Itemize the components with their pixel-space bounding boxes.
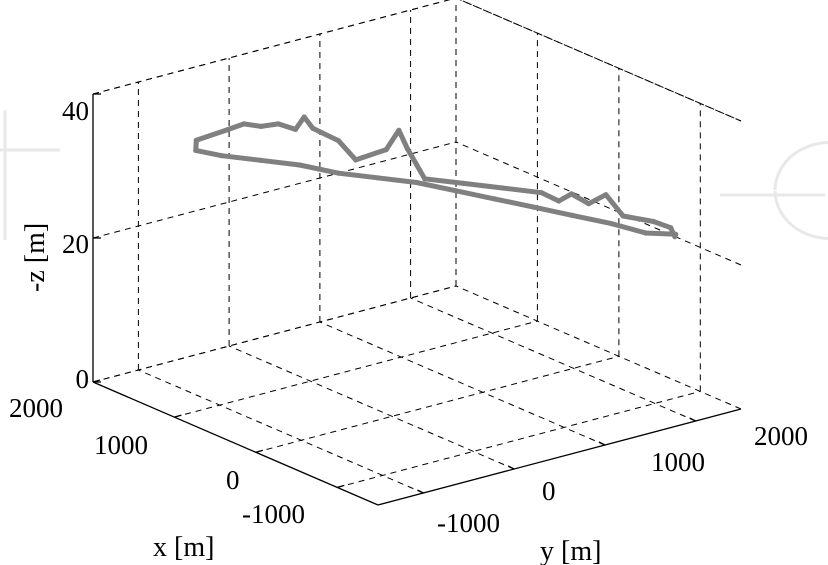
y-tick-label: -1000	[437, 508, 500, 538]
trajectory-point	[608, 221, 615, 227]
trajectory-point	[193, 137, 199, 143]
trajectory-point	[396, 127, 402, 133]
trajectory-point	[241, 121, 247, 127]
trajectory-point	[569, 212, 576, 218]
x-tick-mark	[337, 484, 345, 489]
trajectory-point	[413, 179, 420, 186]
wall-grid-line	[92, 285, 457, 383]
trajectory-point	[422, 176, 428, 182]
x-tick-label: -1000	[242, 499, 305, 529]
x-tick-mark	[92, 379, 101, 383]
trajectory-point	[336, 170, 342, 176]
floor-grid-line	[337, 390, 701, 488]
trajectory-point	[539, 190, 545, 196]
wall-grid-line	[455, 285, 742, 410]
trajectory-point	[568, 191, 575, 197]
y-axis-label: y [m]	[540, 536, 601, 565]
trajectory-point	[461, 180, 467, 186]
y-tick-mark	[507, 465, 515, 470]
wall-grid-line	[459, 0, 742, 122]
y-tick-mark	[598, 441, 606, 446]
x-axis-line	[92, 381, 379, 506]
x-tick-label: 1000	[94, 430, 148, 460]
trajectory-point	[318, 129, 324, 136]
box-axes	[92, 93, 742, 506]
trajectory-point	[375, 175, 381, 181]
floor-grid-line	[319, 321, 606, 446]
trajectory-point	[500, 185, 506, 191]
trajectory-point	[292, 126, 299, 132]
trajectory-point	[224, 127, 230, 133]
trajectory-point	[383, 147, 389, 153]
watermark-logo	[0, 110, 828, 240]
box-top-edge	[459, 0, 742, 122]
floor-grid-line	[174, 320, 538, 418]
z-tick-label: 0	[76, 364, 90, 394]
trajectory-point	[301, 114, 307, 120]
trajectory-point	[258, 157, 264, 163]
x-tick-label: 2000	[9, 393, 63, 423]
trajectory-point	[452, 188, 459, 194]
trajectory-point	[353, 157, 359, 163]
x-tick-label: 0	[226, 465, 240, 495]
trajectory-point	[310, 125, 316, 131]
x-axis-ticks: 2000 1000 0 -1000	[9, 393, 305, 529]
trajectory-point	[556, 198, 562, 204]
z-tick-label: 20	[62, 229, 89, 259]
trajectory-point	[530, 204, 537, 210]
grid-lines	[92, 0, 742, 494]
z-tick-label: 40	[62, 96, 89, 126]
trajectory-line	[193, 114, 679, 240]
series-layer	[193, 114, 679, 240]
trajectory-point	[297, 162, 303, 168]
y-tick-label: 1000	[651, 447, 705, 477]
trajectory-point	[275, 121, 281, 127]
z-axis-ticks: 40 20 0	[62, 96, 89, 394]
y-axis-line	[377, 408, 742, 506]
trajectory-point	[673, 231, 679, 237]
box-top-edge	[92, 0, 451, 95]
x-tick-mark	[255, 449, 264, 453]
z-axis-label: -z [m]	[20, 223, 51, 292]
floor-grid-line	[228, 345, 515, 470]
trajectory-point	[193, 147, 199, 153]
trajectory-point	[258, 123, 264, 129]
floor-grid-line	[410, 297, 696, 422]
x-axis-label: x [m]	[153, 532, 214, 563]
trajectory-point	[603, 192, 609, 198]
trajectory-point	[491, 196, 498, 202]
trajectory-point	[586, 201, 592, 207]
y-tick-label: 2000	[754, 421, 808, 451]
floor-grid-line	[255, 355, 620, 453]
y-tick-mark	[689, 417, 696, 422]
trajectory-point	[668, 225, 674, 231]
trajectory-point	[620, 213, 626, 219]
wall-grid-line	[455, 141, 742, 266]
x-tick-mark	[174, 414, 182, 418]
trajectory-point	[336, 138, 342, 144]
y-tick-label: 0	[542, 476, 556, 506]
trajectory-point	[219, 153, 225, 159]
trajectory-point	[650, 218, 657, 225]
y-tick-mark	[417, 489, 424, 494]
floor-grid-line	[138, 369, 424, 494]
y-axis-ticks: -1000 0 1000 2000	[437, 421, 808, 538]
wall-grid-line	[92, 141, 457, 239]
trajectory-point	[404, 146, 411, 152]
trajectory-point	[643, 230, 649, 236]
